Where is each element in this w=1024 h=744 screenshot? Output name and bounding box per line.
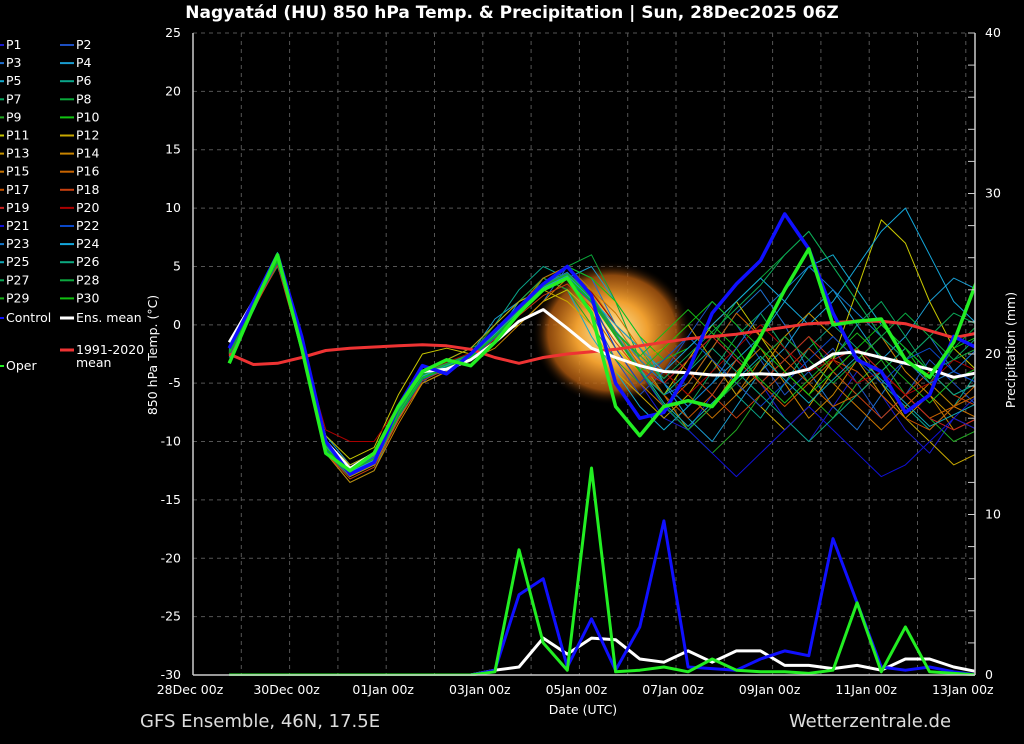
- x-tick-label: 11Jan 00z: [835, 682, 897, 697]
- legend-item-p29: P29: [6, 290, 29, 305]
- x-axis-label: Date (UTC): [549, 702, 617, 717]
- y-tick-label: -25: [161, 609, 181, 624]
- footer-site: Wetterzentrale.de: [789, 711, 951, 732]
- legend-item-p12: P12: [76, 128, 99, 143]
- y2-tick-label: 20: [985, 346, 1001, 361]
- legend-item-p11: P11: [6, 128, 29, 143]
- y2-tick-label: 0: [985, 667, 993, 682]
- y-tick-label: -5: [169, 375, 181, 390]
- y2-axis-label: Precipitation (mm): [1003, 292, 1018, 408]
- legend-item-p3: P3: [6, 55, 22, 70]
- oper-temp-line: [227, 247, 975, 473]
- legend-item-p15: P15: [6, 164, 29, 179]
- legend-item-p24: P24: [76, 236, 99, 251]
- legend-item-p2: P2: [76, 37, 92, 52]
- legend-item-p17: P17: [6, 182, 29, 197]
- legend-item-p22: P22: [76, 218, 99, 233]
- x-tick-label: 05Jan 00z: [546, 682, 608, 697]
- chart-title: Nagyatád (HU) 850 hPa Temp. & Precipitat…: [185, 3, 838, 23]
- x-tick-label: 13Jan 00z: [932, 682, 994, 697]
- legend-item-p30: P30: [76, 290, 99, 305]
- x-tick-label: 07Jan 00z: [642, 682, 704, 697]
- y-tick-label: 15: [165, 142, 181, 157]
- legend: P1 P2 P3 P4 P5 P6 P7 P8 P9 P10 P11 P12 P13 P14 P15 P16 P…: [0, 37, 144, 373]
- legend-item-p27: P27: [6, 272, 29, 287]
- legend-item-p28: P28: [76, 272, 99, 287]
- legend-item-p16: P16: [76, 164, 99, 179]
- y-tick-label: -30: [161, 667, 181, 682]
- legend-item-p21: P21: [6, 218, 29, 233]
- legend-item-p23: P23: [6, 236, 29, 251]
- y-tick-label: 0: [173, 317, 181, 332]
- legend-item-p14: P14: [76, 146, 99, 161]
- x-tick-label: 01Jan 00z: [352, 682, 414, 697]
- legend-item-p8: P8: [76, 91, 92, 106]
- legend-item-oper: Oper: [6, 358, 37, 373]
- legend-item-p9: P9: [6, 109, 22, 124]
- legend-item-p6: P6: [76, 73, 92, 88]
- x-tick-label: 28Dec 00z: [157, 682, 224, 697]
- legend-item-p19: P19: [6, 200, 29, 215]
- y-tick-label: -20: [161, 550, 181, 565]
- x-tick-label: 03Jan 00z: [449, 682, 511, 697]
- x-tick-label: 09Jan 00z: [739, 682, 801, 697]
- y-tick-label: -10: [161, 434, 181, 449]
- legend-item-climate-mean: 1991-2020 mean: [76, 342, 144, 370]
- legend-item-p10: P10: [76, 109, 99, 124]
- member-temp-line-P20: [228, 262, 975, 442]
- series-group: [227, 207, 975, 676]
- y-tick-label: 10: [165, 200, 181, 215]
- member-temp-line-P24: [228, 207, 975, 473]
- legend-item-p1: P1: [6, 37, 22, 52]
- y-tick-label: 20: [165, 83, 181, 98]
- y-tick-label: 25: [165, 25, 181, 40]
- x-tick-label: 30Dec 00z: [253, 682, 320, 697]
- y-axis-label: 850 hPa Temp. (°C): [145, 295, 160, 415]
- legend-line: 1991-2020: [76, 342, 144, 357]
- legend-item-p13: P13: [6, 146, 29, 161]
- control-temp-line: [227, 212, 975, 476]
- legend-item-p25: P25: [6, 254, 29, 269]
- legend-line: mean: [76, 355, 111, 370]
- legend-item-p20: P20: [76, 200, 99, 215]
- y-tick-label: -15: [161, 492, 181, 507]
- legend-item-p18: P18: [76, 182, 99, 197]
- y-tick-label: 5: [173, 258, 181, 273]
- legend-item-p26: P26: [76, 254, 99, 269]
- footer-source: GFS Ensemble, 46N, 17.5E: [140, 711, 380, 732]
- legend-item-control: Control: [6, 310, 51, 325]
- control-precip-line: [229, 519, 975, 676]
- y2-tick-label: 40: [985, 25, 1001, 40]
- y2-tick-label: 30: [985, 186, 1001, 201]
- legend-item-p5: P5: [6, 73, 22, 88]
- legend-item-p4: P4: [76, 55, 92, 70]
- legend-item-ens-mean: Ens. mean: [76, 310, 142, 325]
- legend-item-p7: P7: [6, 91, 22, 106]
- y2-tick-label: 10: [985, 507, 1001, 522]
- member-temp-line-P14: [228, 263, 975, 483]
